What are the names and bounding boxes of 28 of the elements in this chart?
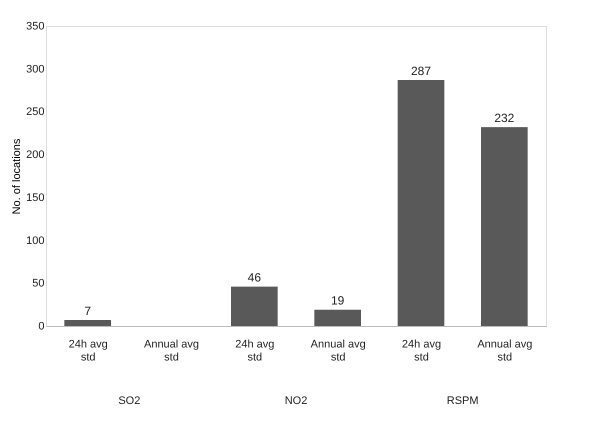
x-tick-label: Annual avg std [310, 338, 366, 364]
x-tick-label: 24h avg std [68, 338, 108, 364]
y-tick-label: 300 [26, 63, 44, 76]
bar [314, 310, 361, 326]
data-label: 287 [410, 64, 432, 78]
text: NO2 [284, 395, 308, 407]
bar [481, 127, 528, 326]
bar [64, 320, 111, 326]
data-label: 46 [248, 270, 262, 285]
bar [398, 80, 444, 326]
x-tick-label: Annual avg std [144, 338, 200, 364]
text: RSPM [446, 395, 479, 407]
bar [231, 286, 278, 326]
y-tick-label: 100 [26, 234, 44, 247]
x-tick-label: 24h avg std [235, 338, 274, 364]
text: SO2 [118, 395, 140, 407]
data-label: 7 [84, 304, 92, 318]
y-tick-label: 50 [32, 278, 44, 290]
y-tick-label: 350 [26, 20, 44, 32]
y-tick-label: 150 [26, 192, 44, 204]
data-label: 232 [494, 111, 515, 126]
y-axis-title: No. of locations [11, 138, 24, 214]
y-tick-label: 200 [26, 149, 44, 162]
y-tick-label: 250 [26, 106, 44, 118]
x-tick-label: 24h avg std [402, 338, 442, 364]
x-tick-label: Annual avg std [477, 338, 532, 364]
data-label: 19 [330, 294, 345, 308]
y-tick-label: 0 [38, 320, 44, 332]
